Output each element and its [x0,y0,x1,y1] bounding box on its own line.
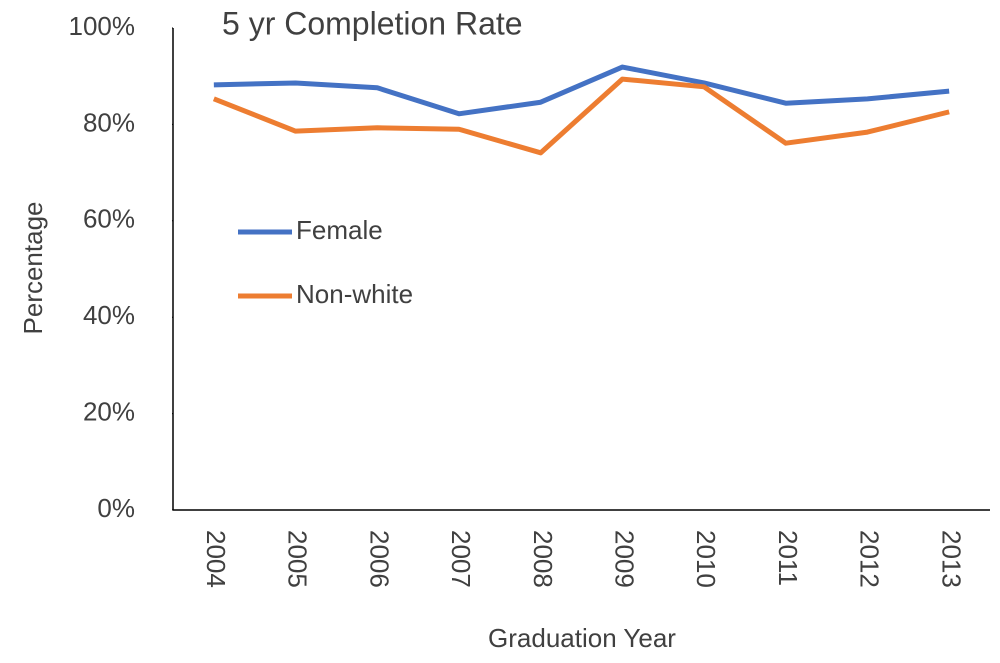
series-line [213,64,950,117]
x-tick-label: 2004 [201,530,231,588]
y-tick-label: 40% [83,300,135,330]
x-tick-label: 2010 [691,530,721,588]
x-tick-label: 2008 [528,530,558,588]
series-line [212,76,950,156]
x-tick-label: 2011 [773,530,803,586]
y-axis-title: Percentage [18,202,48,335]
legend-label: Non-white [296,279,413,309]
x-axis-title: Graduation Year [488,623,676,653]
y-tick-label: 20% [83,396,135,426]
y-tick-label: 80% [83,107,135,137]
x-tick-label: 2009 [609,530,639,588]
x-tick-label: 2005 [283,530,313,588]
y-tick-label: 100% [69,11,136,41]
chart-title: 5 yr Completion Rate [222,5,523,41]
y-tick-label: 60% [83,204,135,234]
legend-label: Female [296,215,383,245]
x-tick-label: 2012 [855,530,885,588]
x-tick-label: 2007 [446,530,476,588]
x-tick-label: 2006 [364,530,394,588]
y-tick-label: 0% [97,493,135,523]
x-tick-label: 2013 [936,530,966,588]
